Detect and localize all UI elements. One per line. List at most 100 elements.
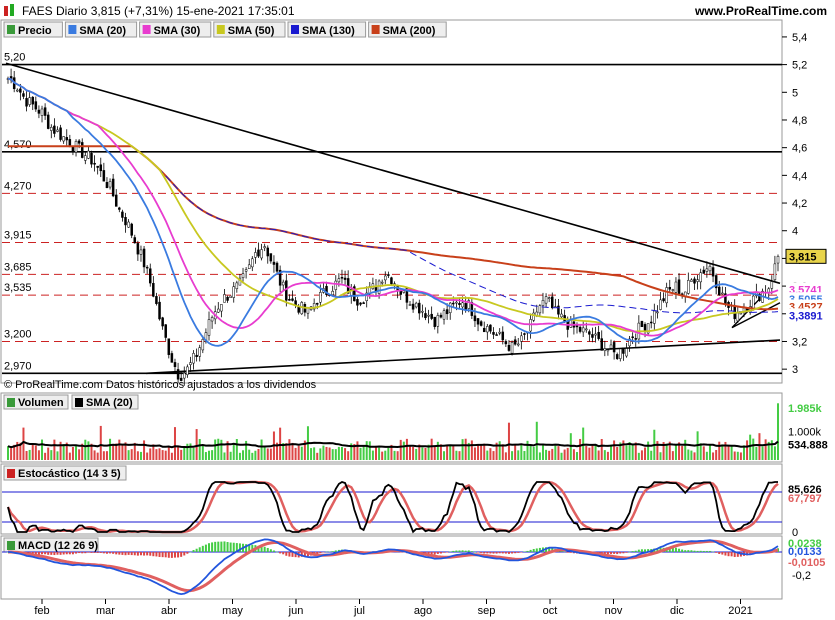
volume-bar <box>702 446 705 460</box>
x-tick-label: ago <box>414 605 432 617</box>
macd-histogram-bar <box>523 551 526 552</box>
macd-histogram-bar <box>152 552 155 557</box>
last-value-label: 67,797 <box>788 493 822 505</box>
macd-histogram-bar <box>319 552 322 554</box>
macd-histogram-bar <box>62 552 65 555</box>
macd-histogram-bar <box>167 552 170 558</box>
volume-bar <box>399 439 402 460</box>
volume-bar <box>523 450 526 460</box>
macd-histogram-bar <box>489 552 492 554</box>
macd-histogram-bar <box>603 552 606 555</box>
macd-histogram-bar <box>56 552 59 555</box>
volume-bar <box>761 446 764 460</box>
legend-item <box>368 21 447 38</box>
candle-body <box>232 286 235 298</box>
candle-body <box>455 301 458 304</box>
volume-bar <box>647 441 650 460</box>
legend-item <box>287 21 367 38</box>
volume-bar <box>133 442 136 460</box>
macd-histogram-bar <box>272 550 275 552</box>
volume-bar <box>115 443 118 460</box>
candle-body <box>84 155 87 161</box>
candle-body <box>671 289 675 291</box>
candle-body <box>53 125 56 134</box>
volume-bar <box>183 446 186 460</box>
candle-body <box>557 305 560 315</box>
volume-bar <box>368 441 371 460</box>
volume-bar <box>105 451 108 460</box>
candle-body <box>130 223 133 236</box>
candle-body <box>235 282 239 290</box>
volume-bar <box>594 445 597 460</box>
x-tick-label: 2021 <box>728 605 752 617</box>
volume-bar <box>254 450 257 460</box>
macd-histogram-bar <box>458 550 461 552</box>
candle-body <box>711 267 715 277</box>
candle-body <box>717 286 721 296</box>
volume-bar <box>668 441 671 460</box>
legend-label: SMA (30) <box>154 25 201 37</box>
volume-bar <box>764 439 767 460</box>
volume-bar <box>755 447 758 460</box>
legend-swatch <box>7 398 15 407</box>
candle-body <box>192 353 195 364</box>
sma30-line <box>7 77 779 337</box>
y-tick-label: 1.000k <box>788 426 822 438</box>
macd-histogram-bar <box>749 552 752 555</box>
volume-bar <box>161 450 164 460</box>
volume-bar <box>359 447 362 460</box>
volume-bar <box>721 444 724 460</box>
macd-histogram-bar <box>133 552 136 556</box>
volume-bar <box>139 451 142 460</box>
volume-bar <box>430 438 433 460</box>
volume-bar <box>266 448 269 460</box>
site-label[interactable]: www.ProRealTime.com <box>694 4 827 18</box>
candle-body <box>226 296 229 301</box>
candle-body <box>625 348 628 357</box>
candle-body <box>486 326 489 333</box>
volume-bar <box>195 429 198 460</box>
x-tick-label: oct <box>543 605 558 617</box>
macd-histogram-bar <box>616 552 619 555</box>
candle-body <box>414 302 418 308</box>
candle-body <box>739 312 743 315</box>
volume-bar <box>393 450 396 460</box>
volume-bar <box>245 440 248 460</box>
volume-bar <box>415 448 418 460</box>
macd-histogram-bar <box>127 552 130 555</box>
macd-histogram-bar <box>433 552 436 555</box>
macd-histogram-bar <box>529 549 532 552</box>
last-value-label: 3,3891 <box>789 310 823 322</box>
volume-bar <box>498 441 501 460</box>
volume-bar <box>56 451 59 460</box>
candle-body <box>170 353 174 363</box>
macd-histogram-bar <box>634 550 637 552</box>
candle-body <box>315 303 319 305</box>
legend-label: MACD (12 26 9) <box>18 540 98 552</box>
volume-bar <box>424 447 427 460</box>
macd-histogram-bar <box>260 546 263 552</box>
volume-bar <box>625 445 628 460</box>
volume-bar <box>520 443 523 460</box>
macd-histogram-bar <box>730 552 733 557</box>
candle-body <box>421 310 424 313</box>
volume-bar <box>300 446 303 460</box>
volume-bar <box>337 446 340 460</box>
macd-histogram-bar <box>674 547 677 552</box>
macd-histogram-bar <box>538 547 541 552</box>
candle-body <box>510 342 514 354</box>
candle-body <box>251 258 254 268</box>
macd-histogram-bar <box>204 544 207 552</box>
volume-bar <box>34 445 37 460</box>
volume-bar <box>409 446 412 460</box>
candle-body <box>597 331 600 339</box>
volume-bar <box>514 444 517 460</box>
volume-bar <box>600 438 603 460</box>
candle-body <box>492 332 495 335</box>
macd-histogram-bar <box>693 550 696 552</box>
volume-bar <box>356 441 359 460</box>
volume-bar <box>37 450 40 460</box>
macd-histogram-bar <box>477 552 480 553</box>
candle-body <box>25 98 28 107</box>
macd-histogram-bar <box>690 550 693 552</box>
